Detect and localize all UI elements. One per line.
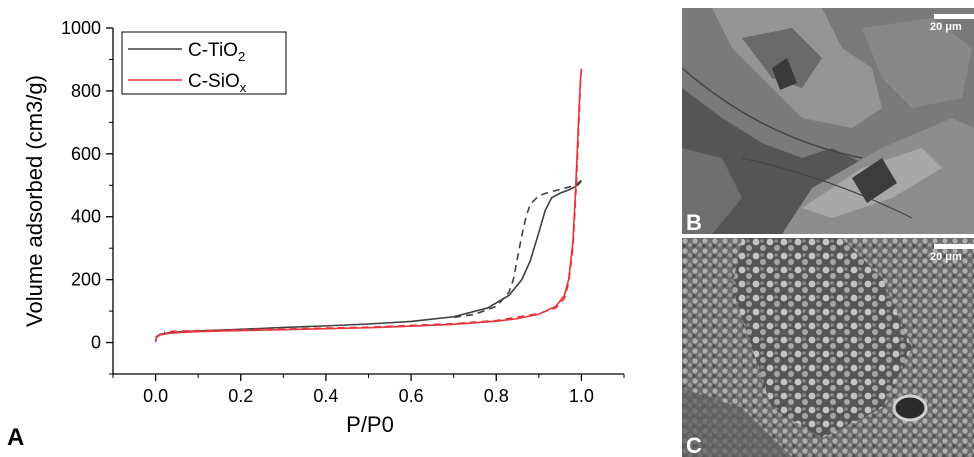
y-tick-label: 800 bbox=[71, 81, 101, 101]
x-tick-label: 0.8 bbox=[484, 386, 509, 406]
chart-legend: C-TiO2 C-SiOx bbox=[121, 31, 287, 95]
scale-line-c bbox=[934, 244, 974, 249]
y-tick-label: 1000 bbox=[61, 18, 101, 38]
panel-label-a: A bbox=[7, 424, 24, 451]
chart-axes: 0.0 0.2 0.4 0.6 0.8 1.0 0 200 400 600 800 1000 bbox=[61, 18, 625, 406]
legend-label-subscript: 2 bbox=[238, 49, 245, 64]
legend-label-base: C-SiO bbox=[188, 71, 240, 92]
scale-label-b: 20 μm bbox=[930, 21, 962, 33]
series-line-c-siox-desorption bbox=[164, 68, 583, 333]
legend-label: C-SiOx bbox=[188, 71, 247, 95]
scale-bar-c: 20 μm bbox=[930, 244, 974, 263]
legend-label: C-TiO2 bbox=[188, 40, 245, 64]
sem-micrograph-particles bbox=[682, 238, 974, 457]
x-tick-label: 0.0 bbox=[143, 386, 168, 406]
panel-label-c: C bbox=[686, 433, 702, 457]
y-axis-label: Volume adsorbed (cm3/g) bbox=[22, 75, 47, 327]
x-axis-label: P/P0 bbox=[346, 412, 394, 437]
isotherm-chart: 0.0 0.2 0.4 0.6 0.8 1.0 0 200 400 600 800 1000 C-Ti… bbox=[7, 18, 625, 451]
x-tick-label: 0.6 bbox=[399, 386, 424, 406]
y-tick-label: 200 bbox=[71, 270, 101, 290]
legend-label-subscript: x bbox=[240, 80, 247, 95]
scale-line-b bbox=[934, 14, 974, 19]
sem-image-b: 20 μm B bbox=[682, 8, 974, 234]
y-tick-label: 400 bbox=[71, 207, 101, 227]
scale-label-c: 20 μm bbox=[930, 251, 962, 263]
y-tick-label: 0 bbox=[91, 333, 101, 353]
sem-image-c: 20 μm C bbox=[682, 238, 974, 457]
x-tick-label: 0.4 bbox=[313, 386, 338, 406]
scale-bar-b: 20 μm bbox=[930, 14, 974, 33]
series-line-c-siox-adsorption bbox=[154, 68, 583, 343]
panel-label-b: B bbox=[686, 210, 702, 234]
sem-micrograph-flakes bbox=[682, 8, 974, 234]
y-tick-label: 600 bbox=[71, 144, 101, 164]
x-tick-label: 0.2 bbox=[228, 386, 253, 406]
x-tick-label: 1.0 bbox=[569, 386, 594, 406]
series-line-c-tio2-desorption bbox=[453, 179, 582, 319]
legend-box bbox=[121, 31, 287, 95]
chart-series bbox=[154, 68, 583, 343]
legend-label-base: C-TiO bbox=[188, 40, 238, 61]
